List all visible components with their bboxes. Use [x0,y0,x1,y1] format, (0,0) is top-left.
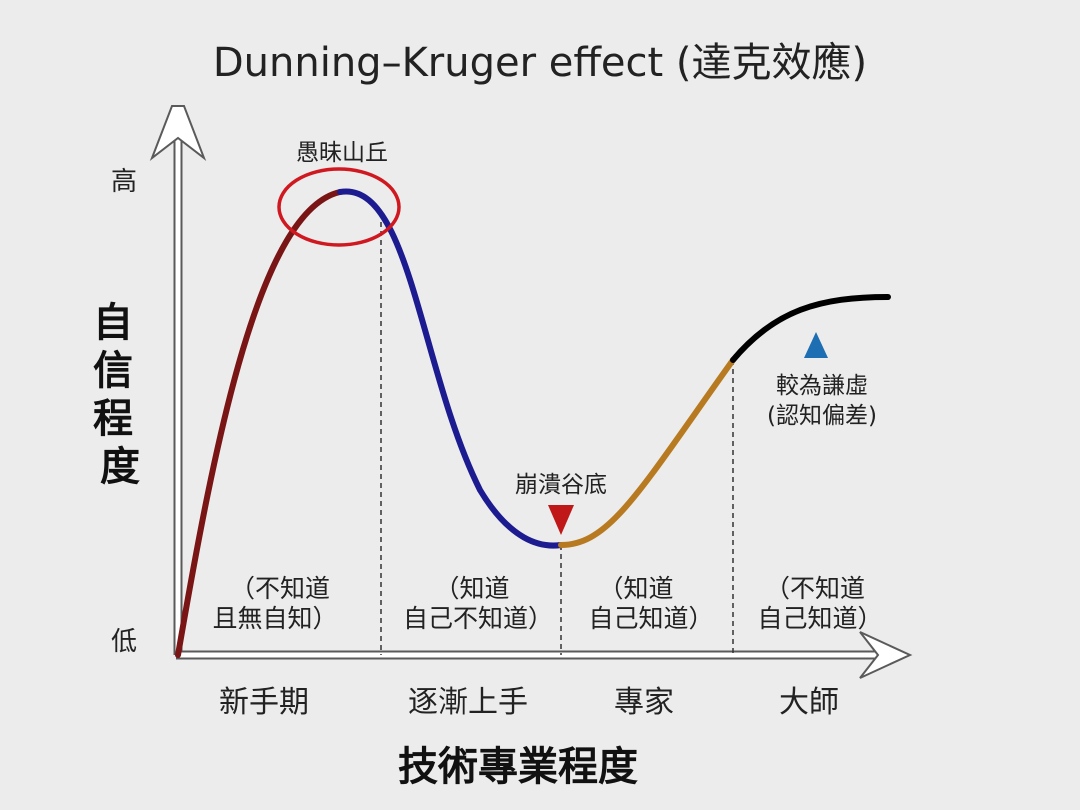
axes [149,105,913,679]
stage-name-expert: 專家 [614,685,674,720]
stage-note-3-line2: 自己知道） [588,604,713,633]
plateau-label-line1: 較為謙虛 [776,373,868,399]
peak-label: 愚昧山丘 [296,140,388,166]
y-axis-label: 自 信 程 度 [93,300,147,490]
stage-note-2-line2: 自己不知道） [403,604,553,633]
x-axis-arrow-icon [859,631,913,679]
stage-note-4-line2: 自己知道） [757,604,882,633]
curve-learning-segment [337,188,564,549]
y-low-label: 低 [111,627,137,657]
stage-note-4-line1: （不知道 [765,574,865,603]
stage-name-novice: 新手期 [219,685,309,720]
plateau-label-line2: (認知偏差) [767,403,877,429]
stage-name-learning: 逐漸上手 [408,685,528,720]
stage-name-master: 大師 [779,685,839,720]
x-axis-label: 技術專業程度 [398,744,638,790]
peak-highlight-circle [277,167,401,247]
y-axis-label-char: 程 [93,396,133,442]
valley-marker-icon [548,505,574,535]
curve-master-segment [730,294,891,363]
stage-note-2-line1: （知道 [434,574,509,603]
curve-novice-segment [175,189,343,658]
stage-dividers [380,222,734,655]
y-axis-arrow-icon [149,105,207,161]
stage-note-1-line2: 且無自知） [212,604,337,633]
plateau-marker-icon [804,332,828,358]
y-high-label: 高 [111,167,137,197]
diagram-title: Dunning–Kruger effect (達克效應) [213,40,867,86]
y-axis-label-char: 度 [100,444,140,490]
curve-expert-segment [558,357,736,548]
valley-label: 崩潰谷底 [515,472,607,498]
y-axis-label-char: 自 [93,300,133,346]
y-axis-label-char: 信 [93,348,133,394]
stage-note-1-line1: （不知道 [230,574,330,603]
stage-note-3-line1: （知道 [598,574,673,603]
